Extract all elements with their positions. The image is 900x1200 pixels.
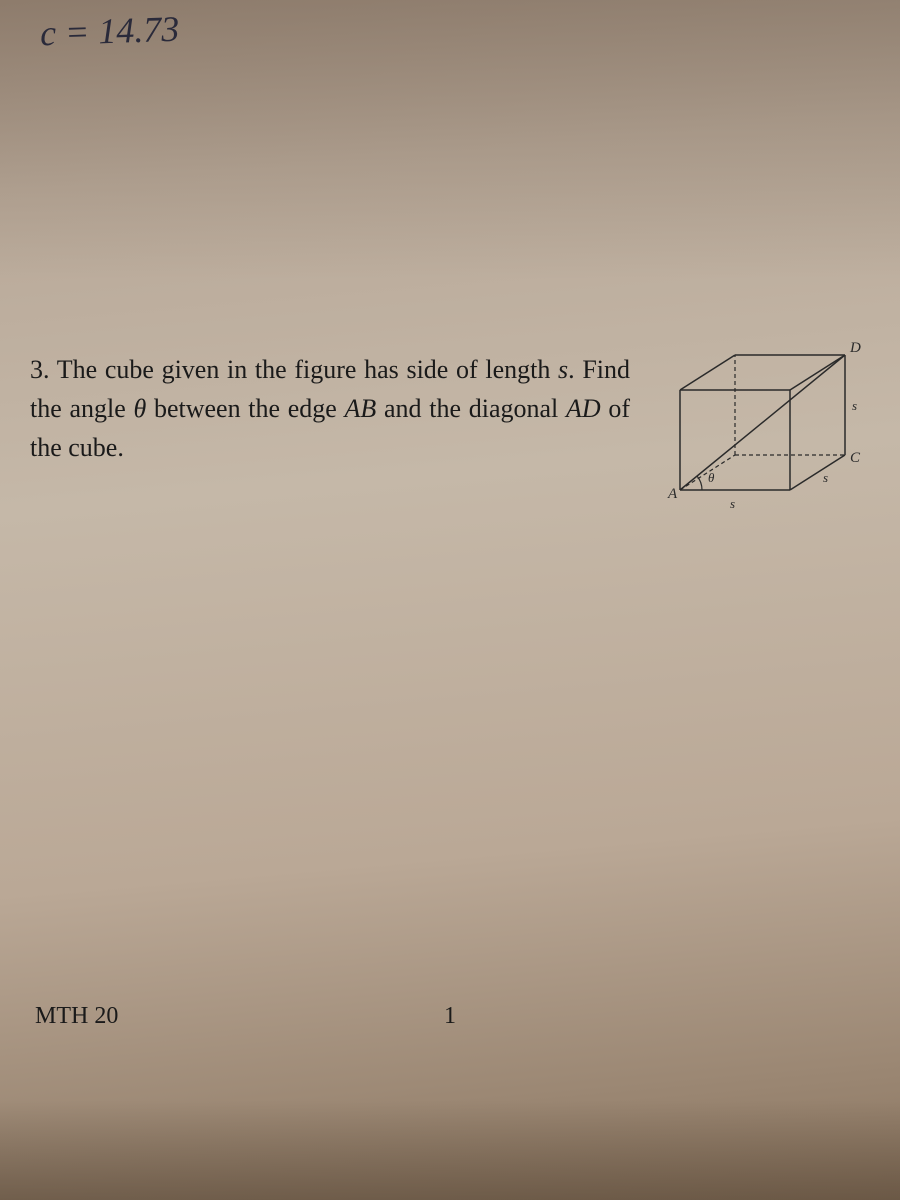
label-theta: θ: [708, 470, 715, 485]
problem-statement: 3. The cube given in the figure has side…: [30, 350, 630, 467]
label-a: A: [667, 486, 678, 502]
problem-number: 3.: [30, 355, 50, 384]
problem-text-4: and the diagonal: [376, 394, 566, 423]
label-s1: s: [730, 496, 735, 511]
variable-ab: AB: [345, 394, 377, 423]
variable-s: s: [558, 355, 568, 384]
problem-text-1: The cube given in the figure has side of…: [57, 355, 558, 384]
variable-ad: AD: [566, 394, 601, 423]
page-content: 3. The cube given in the figure has side…: [30, 350, 870, 530]
label-c: C: [850, 450, 861, 466]
page-number: 1: [444, 1003, 456, 1030]
label-d: D: [849, 340, 861, 356]
label-s2: s: [823, 470, 828, 485]
cube-svg: A D C θ s s s: [660, 330, 870, 530]
label-s3: s: [852, 398, 857, 413]
cube-figure: A D C θ s s s: [660, 330, 870, 530]
handwritten-note: c = 14.73: [39, 8, 180, 55]
problem-text-3: between the edge: [146, 394, 344, 423]
variable-theta: θ: [133, 394, 146, 423]
page-footer: MTH 20 1: [35, 1003, 865, 1030]
